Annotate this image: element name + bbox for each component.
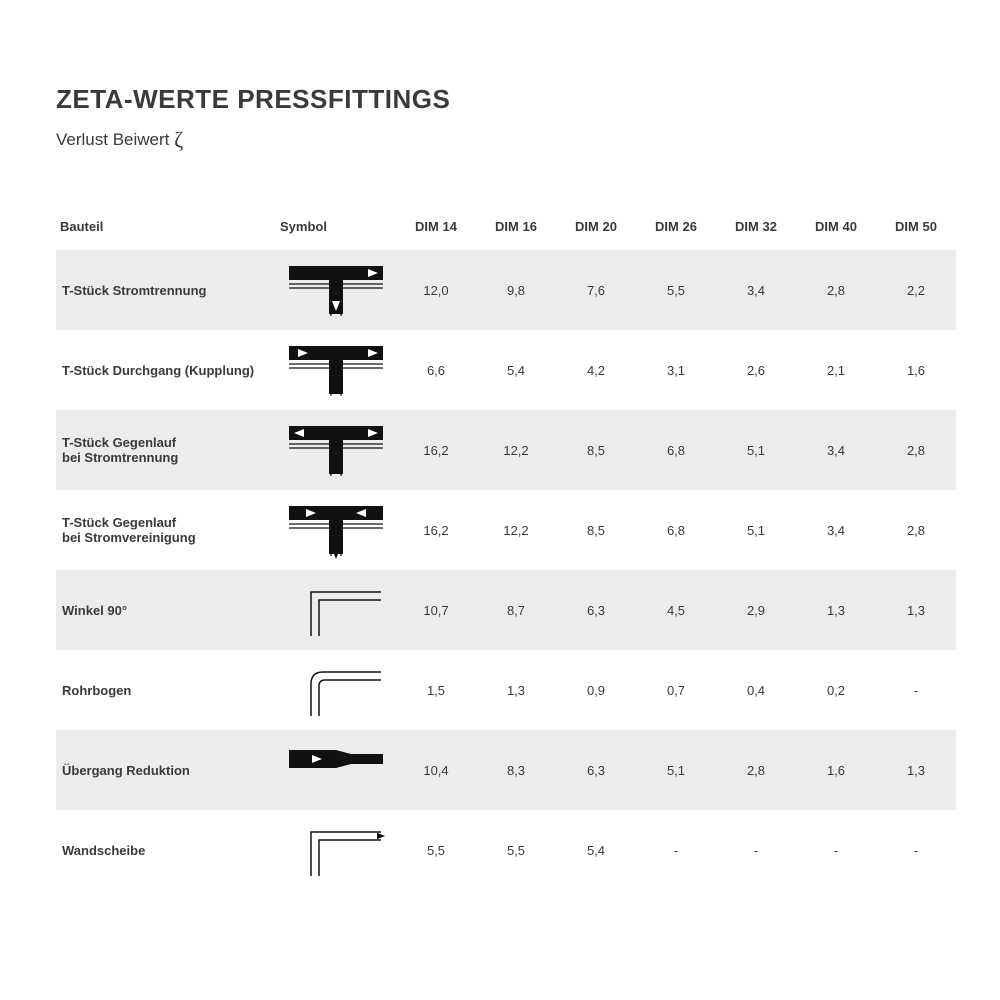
cell-bauteil: Rohrbogen — [56, 650, 276, 730]
cell-value: 1,3 — [876, 570, 956, 650]
col-bauteil: Bauteil — [56, 209, 276, 250]
cell-value: - — [876, 650, 956, 730]
cell-value: 6,3 — [556, 730, 636, 810]
col-dim-16: DIM 16 — [476, 209, 556, 250]
cell-value: 2,8 — [796, 250, 876, 330]
cell-value: 4,2 — [556, 330, 636, 410]
angle-90-icon — [276, 570, 396, 650]
cell-value: 5,1 — [716, 410, 796, 490]
cell-value: 6,3 — [556, 570, 636, 650]
cell-bauteil: T-Stück Stromtrennung — [56, 250, 276, 330]
t-counter-merge-icon — [276, 490, 396, 570]
cell-value: 16,2 — [396, 490, 476, 570]
table-row: T-Stück Stromtrennung 12,09,87,65,53,42,… — [56, 250, 956, 330]
cell-value: 8,3 — [476, 730, 556, 810]
table-row: T-Stück Durchgang (Kupplung) 6,65,44,23,… — [56, 330, 956, 410]
cell-value: 6,8 — [636, 490, 716, 570]
cell-value: 8,5 — [556, 410, 636, 490]
bend-icon — [276, 650, 396, 730]
page-subtitle: Verlust Beiwert ζ — [56, 127, 952, 153]
cell-value: 5,5 — [396, 810, 476, 890]
cell-value: 2,9 — [716, 570, 796, 650]
table-row: Übergang Reduktion 10,48,36,35,12,81,61,3 — [56, 730, 956, 810]
cell-bauteil: T-Stück Gegenlaufbei Stromtrennung — [56, 410, 276, 490]
table-header-row: Bauteil Symbol DIM 14 DIM 16 DIM 20 DIM … — [56, 209, 956, 250]
col-dim-40: DIM 40 — [796, 209, 876, 250]
subtitle-prefix: Verlust Beiwert — [56, 130, 174, 149]
cell-value: 1,3 — [876, 730, 956, 810]
cell-value: 5,4 — [556, 810, 636, 890]
col-dim-50: DIM 50 — [876, 209, 956, 250]
cell-value: 0,2 — [796, 650, 876, 730]
table-row: Rohrbogen 1,51,30,90,70,40,2- — [56, 650, 956, 730]
cell-value: 2,1 — [796, 330, 876, 410]
table-row: T-Stück Gegenlaufbei Stromtrennung 16,21… — [56, 410, 956, 490]
cell-value: 3,1 — [636, 330, 716, 410]
cell-value: 6,8 — [636, 410, 716, 490]
table-row: Winkel 90° 10,78,76,34,52,91,31,3 — [56, 570, 956, 650]
cell-value: 5,1 — [716, 490, 796, 570]
cell-value: 3,4 — [796, 410, 876, 490]
cell-value: 3,4 — [796, 490, 876, 570]
cell-value: 10,7 — [396, 570, 476, 650]
page-title: ZETA-WERTE PRESSFITTINGS — [56, 84, 952, 115]
t-split-icon — [276, 250, 396, 330]
t-through-icon — [276, 330, 396, 410]
cell-value: - — [876, 810, 956, 890]
reduction-icon — [276, 730, 396, 810]
cell-value: 5,5 — [476, 810, 556, 890]
zeta-symbol: ζ — [174, 127, 183, 152]
cell-value: 16,2 — [396, 410, 476, 490]
cell-value: 5,4 — [476, 330, 556, 410]
cell-value: 1,3 — [476, 650, 556, 730]
cell-value: 3,4 — [716, 250, 796, 330]
cell-value: 7,6 — [556, 250, 636, 330]
cell-bauteil: T-Stück Gegenlaufbei Stromvereinigung — [56, 490, 276, 570]
wall-plate-icon — [276, 810, 396, 890]
cell-value: - — [636, 810, 716, 890]
cell-value: 8,7 — [476, 570, 556, 650]
cell-bauteil: Winkel 90° — [56, 570, 276, 650]
cell-bauteil: Wandscheibe — [56, 810, 276, 890]
col-symbol: Symbol — [276, 209, 396, 250]
cell-value: 12,0 — [396, 250, 476, 330]
cell-value: - — [796, 810, 876, 890]
cell-value: - — [716, 810, 796, 890]
cell-value: 2,6 — [716, 330, 796, 410]
t-counter-split-icon — [276, 410, 396, 490]
cell-value: 4,5 — [636, 570, 716, 650]
cell-value: 8,5 — [556, 490, 636, 570]
table-row: T-Stück Gegenlaufbei Stromvereinigung 16… — [56, 490, 956, 570]
cell-value: 1,6 — [876, 330, 956, 410]
table-row: Wandscheibe 5,55,55,4---- — [56, 810, 956, 890]
cell-value: 5,5 — [636, 250, 716, 330]
cell-value: 0,7 — [636, 650, 716, 730]
cell-value: 1,3 — [796, 570, 876, 650]
cell-value: 1,6 — [796, 730, 876, 810]
col-dim-20: DIM 20 — [556, 209, 636, 250]
cell-bauteil: T-Stück Durchgang (Kupplung) — [56, 330, 276, 410]
cell-value: 12,2 — [476, 490, 556, 570]
cell-bauteil: Übergang Reduktion — [56, 730, 276, 810]
cell-value: 0,9 — [556, 650, 636, 730]
cell-value: 2,8 — [716, 730, 796, 810]
zeta-table: Bauteil Symbol DIM 14 DIM 16 DIM 20 DIM … — [56, 209, 956, 890]
cell-value: 2,8 — [876, 410, 956, 490]
cell-value: 0,4 — [716, 650, 796, 730]
cell-value: 10,4 — [396, 730, 476, 810]
cell-value: 12,2 — [476, 410, 556, 490]
col-dim-26: DIM 26 — [636, 209, 716, 250]
cell-value: 1,5 — [396, 650, 476, 730]
cell-value: 2,2 — [876, 250, 956, 330]
cell-value: 5,1 — [636, 730, 716, 810]
cell-value: 2,8 — [876, 490, 956, 570]
cell-value: 6,6 — [396, 330, 476, 410]
col-dim-32: DIM 32 — [716, 209, 796, 250]
cell-value: 9,8 — [476, 250, 556, 330]
col-dim-14: DIM 14 — [396, 209, 476, 250]
